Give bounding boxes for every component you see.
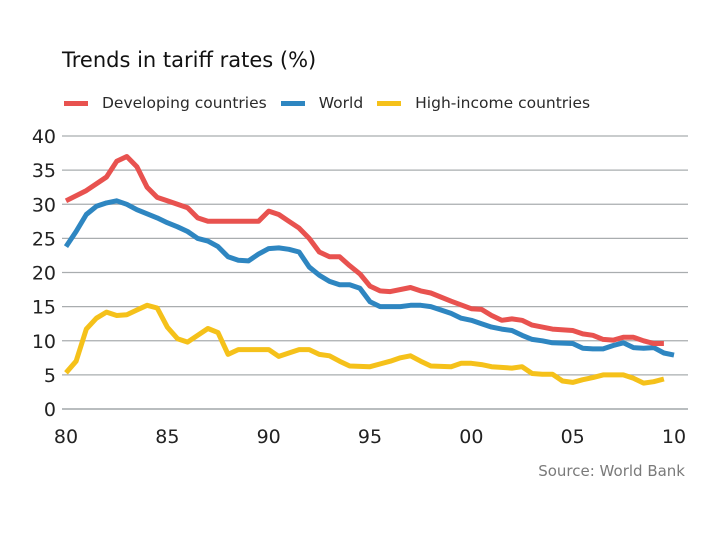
y-tick-label: 30 [32,194,56,216]
y-tick-label: 35 [32,160,56,182]
legend-label-developing: Developing countries [102,94,267,112]
legend-swatch-developing [64,100,88,106]
y-tick-label: 5 [44,365,56,387]
y-tick-label: 20 [32,263,56,285]
source-note: Source: World Bank [538,462,685,480]
legend-item-high-income: High-income countries [377,94,590,112]
x-tick-label: 00 [459,426,483,448]
y-tick-label: 40 [32,126,56,148]
y-axis-ticks: 0 5 10 15 20 25 30 35 40 [32,126,56,421]
chart-title: Trends in tariff rates (%) [62,48,317,72]
legend: Developing countries World High-income c… [64,94,604,112]
series-lines [63,154,675,386]
y-tick-label: 10 [32,331,56,353]
legend-label-high-income: High-income countries [415,94,591,112]
legend-item-developing: Developing countries [64,94,267,112]
x-tick-label: 95 [358,426,382,448]
x-tick-label: 85 [155,426,179,448]
legend-swatch-world [280,100,305,106]
developing-countries-line [64,154,664,346]
world-line [63,198,675,358]
y-tick-label: 15 [32,297,56,319]
x-axis-ticks: 80 85 90 95 00 05 10 [54,426,686,448]
legend-swatch-high-income [377,100,402,106]
y-tick-label: 0 [44,399,56,421]
legend-label-world: World [318,94,364,112]
gridlines [62,135,688,410]
high-income-countries-line [64,302,665,386]
y-tick-label: 25 [32,228,56,250]
x-tick-label: 80 [54,426,78,448]
legend-item-world: World [280,94,364,112]
x-tick-label: 90 [257,426,281,448]
x-tick-label: 05 [561,426,585,448]
x-tick-label: 10 [662,426,686,448]
